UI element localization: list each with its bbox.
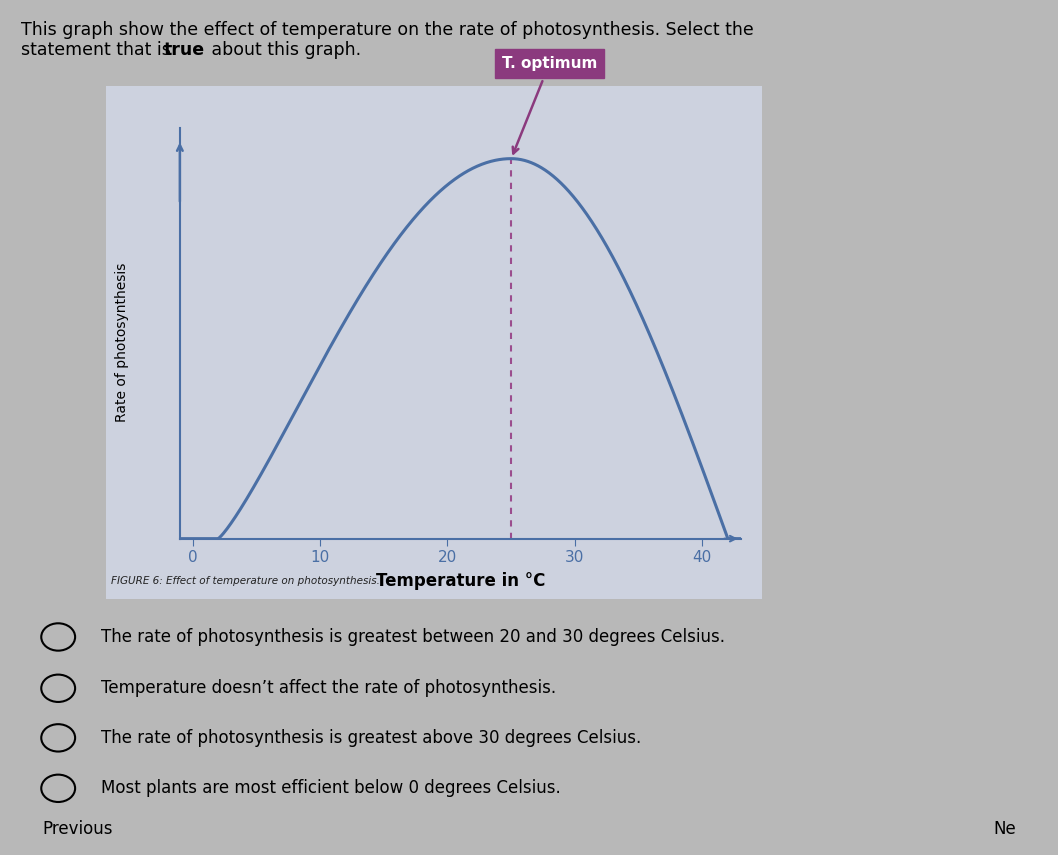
X-axis label: Temperature in °C: Temperature in °C [376, 572, 545, 591]
Text: Previous: Previous [42, 820, 113, 838]
Text: Ne: Ne [992, 820, 1016, 838]
Text: Most plants are most efficient below 0 degrees Celsius.: Most plants are most efficient below 0 d… [101, 779, 561, 798]
Text: Rate of photosynthesis: Rate of photosynthesis [114, 262, 129, 422]
Text: This graph show the effect of temperature on the rate of photosynthesis. Select : This graph show the effect of temperatur… [21, 21, 754, 39]
Text: FIGURE 6: Effect of temperature on photosynthesis.: FIGURE 6: Effect of temperature on photo… [111, 575, 380, 586]
Text: about this graph.: about this graph. [206, 41, 362, 59]
Text: T. optimum: T. optimum [501, 56, 597, 154]
Text: true: true [164, 41, 205, 59]
Text: The rate of photosynthesis is greatest above 30 degrees Celsius.: The rate of photosynthesis is greatest a… [101, 728, 641, 747]
Text: statement that is: statement that is [21, 41, 177, 59]
Text: The rate of photosynthesis is greatest between 20 and 30 degrees Celsius.: The rate of photosynthesis is greatest b… [101, 628, 725, 646]
Text: Temperature doesn’t affect the rate of photosynthesis.: Temperature doesn’t affect the rate of p… [101, 679, 555, 698]
